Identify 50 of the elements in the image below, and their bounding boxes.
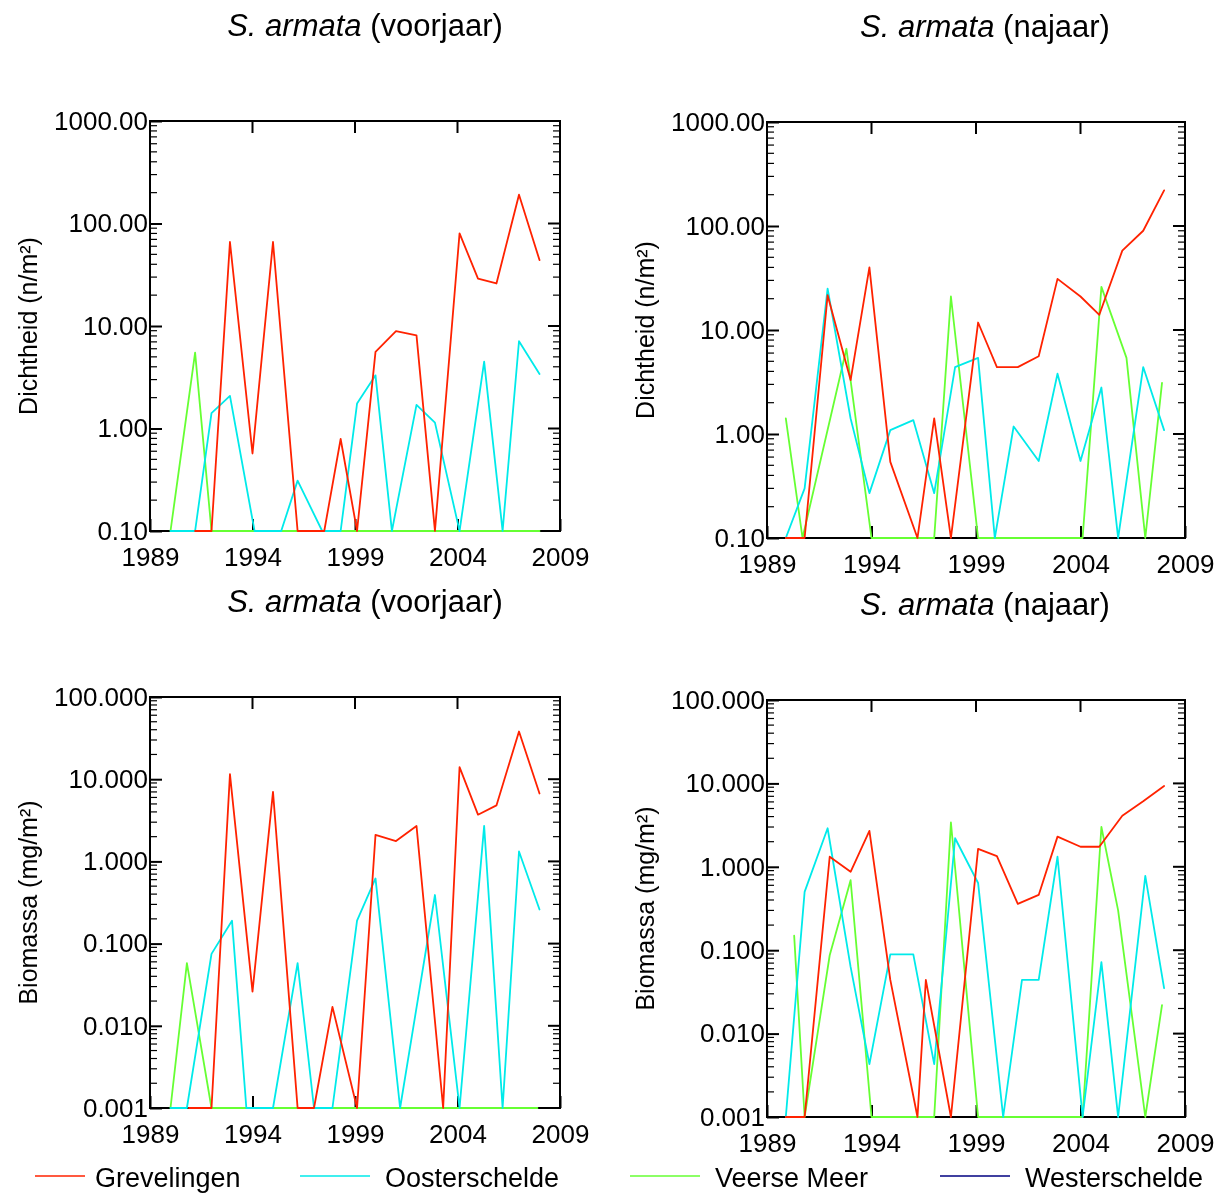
x-tick-label: 1994 — [224, 1118, 282, 1149]
y-tick-label: 0.100 — [82, 928, 148, 959]
legend-label: Oosterschelde — [385, 1163, 560, 1193]
x-tick-label: 1994 — [224, 541, 282, 572]
legend-label: Grevelingen — [95, 1163, 241, 1193]
x-tick-label: 1999 — [326, 541, 385, 572]
y-tick-label: 100.00 — [685, 210, 765, 241]
x-tick-label: 2009 — [531, 1118, 590, 1149]
x-tick-label: 1999 — [947, 548, 1006, 579]
y-tick-label: 10.000 — [685, 768, 765, 799]
y-tick-label: 100.000 — [54, 681, 148, 712]
line-series — [169, 825, 541, 1109]
y-tick-label: 1.00 — [714, 418, 765, 449]
y-axis-title: Dichtheid (n/m²) — [14, 237, 42, 415]
chart-title: S. armata (voorjaar) — [227, 8, 503, 43]
chart-title: S. armata (najaar) — [860, 9, 1110, 44]
x-tick-label: 1999 — [947, 1127, 1006, 1158]
legend-label: Westerschelde — [1025, 1163, 1204, 1193]
x-tick-label: 1994 — [843, 1127, 901, 1158]
legend-label: Veerse Meer — [715, 1163, 869, 1193]
y-tick-label: 1.00 — [97, 413, 148, 444]
y-tick-label: 0.010 — [699, 1018, 765, 1049]
y-tick-label: 100.00 — [68, 208, 148, 239]
y-axis-title: Biomassa (mg/m²) — [631, 806, 659, 1011]
y-tick-label: 100.000 — [671, 684, 765, 715]
y-tick-label: 0.010 — [82, 1010, 148, 1041]
y-tick-label: 0.100 — [699, 935, 765, 966]
x-tick-label: 1999 — [326, 1118, 385, 1149]
y-tick-label: 10.00 — [82, 310, 148, 341]
y-tick-label: 1.000 — [699, 851, 765, 882]
x-tick-label: 2009 — [1156, 548, 1215, 579]
y-tick-label: 10.000 — [68, 764, 148, 795]
x-tick-label: 2009 — [1156, 1127, 1215, 1158]
y-tick-label: 1000.00 — [671, 106, 765, 137]
x-tick-label: 1994 — [843, 548, 901, 579]
y-tick-label: 1.000 — [82, 846, 148, 877]
x-tick-label: 2004 — [429, 1118, 487, 1149]
line-series — [784, 189, 1165, 539]
x-tick-label: 2004 — [429, 541, 487, 572]
line-series — [194, 193, 541, 532]
x-tick-label: 2004 — [1052, 1127, 1110, 1158]
y-axis-title: Dichtheid (n/m²) — [631, 241, 659, 419]
chart-title: S. armata (voorjaar) — [227, 584, 503, 619]
x-tick-label: 2009 — [531, 541, 590, 572]
chart-title: S. armata (najaar) — [860, 587, 1110, 622]
x-tick-label: 2004 — [1052, 548, 1110, 579]
y-tick-label: 10.00 — [699, 314, 765, 345]
line-series — [188, 730, 541, 1109]
y-tick-label: 1000.00 — [54, 105, 148, 136]
y-axis-title: Biomassa (mg/m²) — [14, 800, 42, 1005]
